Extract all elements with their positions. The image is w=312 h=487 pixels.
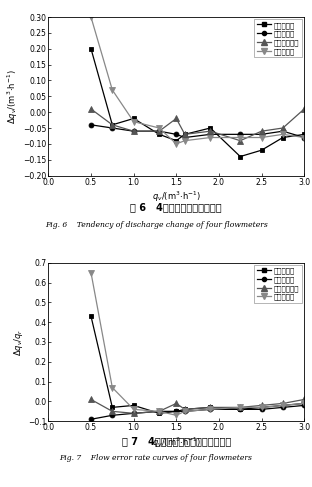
Text: 图 7   4种流量计流量误差百分率曲线: 图 7 4种流量计流量误差百分率曲线 — [122, 436, 231, 446]
X-axis label: $q_v$/(m$^3$$\cdot$h$^{-1}$): $q_v$/(m$^3$$\cdot$h$^{-1}$) — [152, 189, 201, 204]
Y-axis label: $\Delta q_v$/(m$^3$$\cdot$h$^{-1}$): $\Delta q_v$/(m$^3$$\cdot$h$^{-1}$) — [6, 69, 20, 124]
Text: Fig. 7    Flow error rate curves of four flowmeters: Fig. 7 Flow error rate curves of four fl… — [60, 454, 252, 462]
Legend: 电磁流量计, 浡轮流量计, 文丘里流量计, 孔板流量计: 电磁流量计, 浡轮流量计, 文丘里流量计, 孔板流量计 — [254, 265, 302, 303]
Legend: 电磁流量计, 浡轮流量计, 文丘里流量计, 孔板流量计: 电磁流量计, 浡轮流量计, 文丘里流量计, 孔板流量计 — [254, 19, 302, 57]
Y-axis label: $\Delta q_v/q_r$: $\Delta q_v/q_r$ — [12, 328, 25, 356]
Text: 图 6   4种流量计流量变化趋势: 图 6 4种流量计流量变化趋势 — [130, 202, 222, 212]
X-axis label: $q_v$/(m$^3$$\cdot$h$^{-1}$): $q_v$/(m$^3$$\cdot$h$^{-1}$) — [152, 435, 201, 450]
Text: Fig. 6    Tendency of discharge change of four flowmeters: Fig. 6 Tendency of discharge change of f… — [45, 221, 267, 229]
